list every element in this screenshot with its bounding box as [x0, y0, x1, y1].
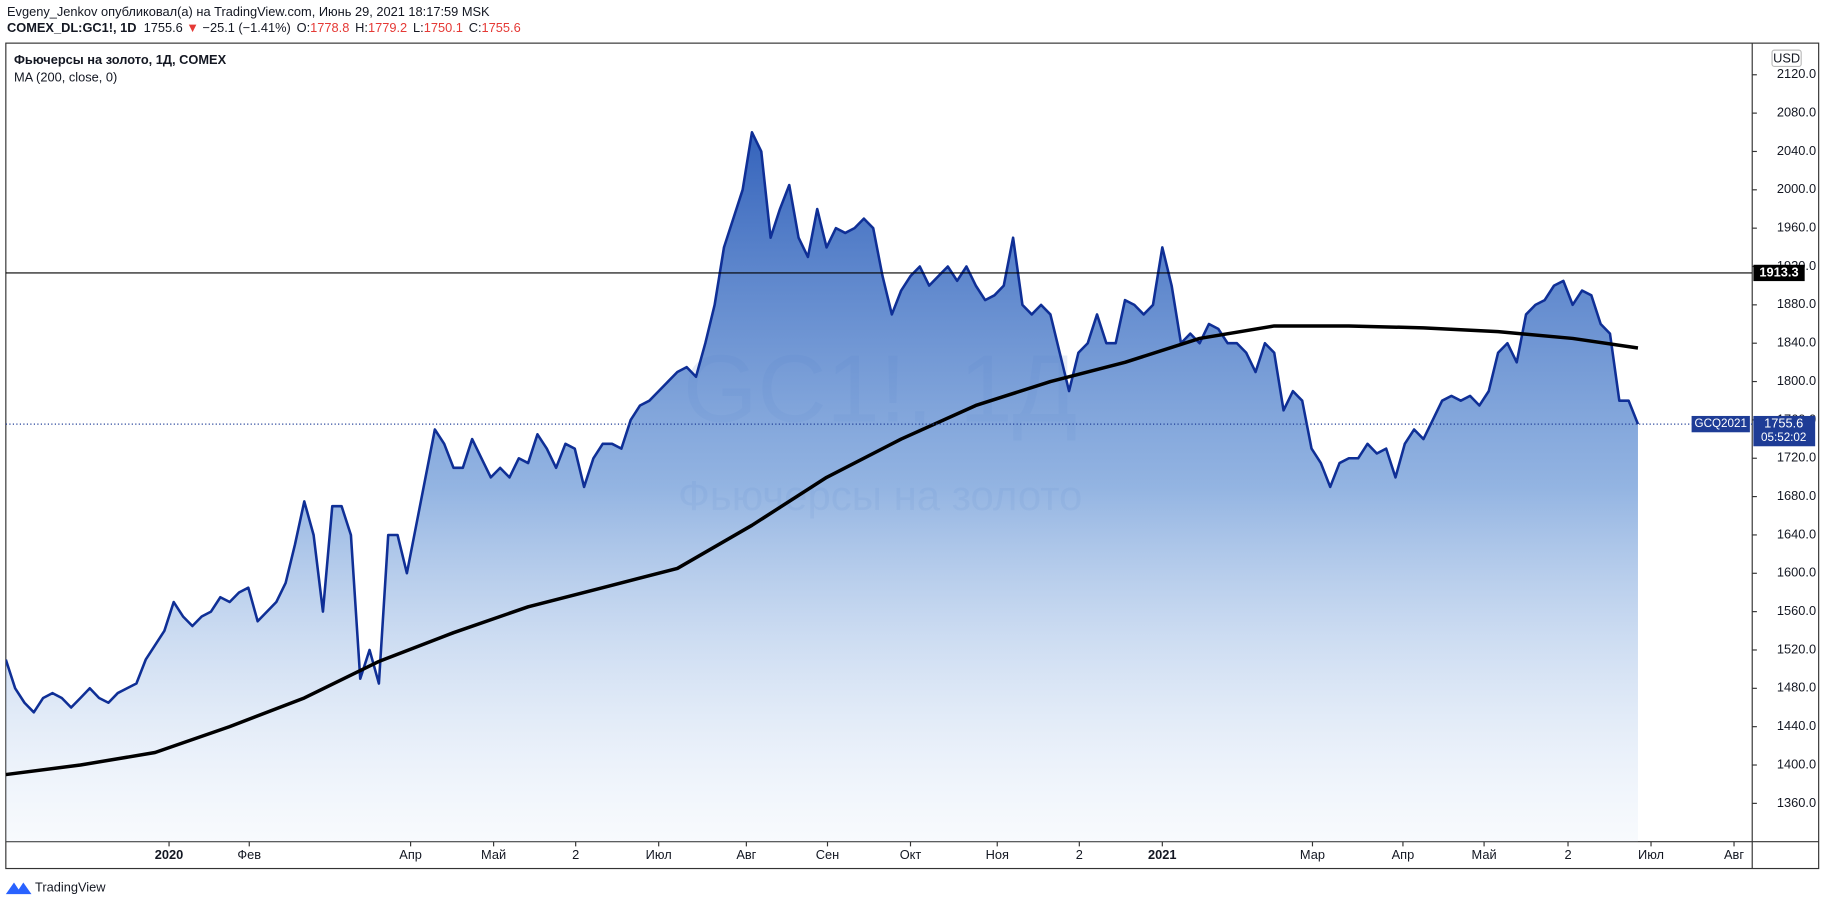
footer-logo: TradingView — [5, 880, 106, 895]
currency-badge[interactable] — [1771, 49, 1802, 68]
symbol: COMEX_DL:GC1!, 1D — [7, 21, 137, 36]
change: −25.1 (−1.41%) — [202, 21, 290, 36]
x-tick-label: Мар — [1300, 847, 1325, 862]
countdown: 05:52:02 — [1761, 431, 1806, 444]
y-tick-label: 1680.0 — [1777, 488, 1816, 503]
author-line: Evgeny_Jenkov опубликовал(а) на TradingV… — [7, 4, 490, 19]
y-tick-label: 1480.0 — [1777, 680, 1816, 695]
ohlc-label: O: — [297, 21, 311, 36]
x-tick-label: Апр — [1392, 847, 1415, 862]
y-tick-label: 1560.0 — [1777, 603, 1816, 618]
series-name-box — [1691, 415, 1750, 433]
ma-line — [5, 324, 1639, 777]
ohlc-value: 1750.1 — [424, 21, 463, 36]
x-tick-label: Сен — [816, 847, 839, 862]
hline-label: 1913.3 — [1759, 264, 1798, 279]
hline-label-box — [1753, 264, 1805, 282]
y-tick-label: 1720.0 — [1777, 450, 1816, 465]
x-tick-label: Ноя — [986, 847, 1009, 862]
area-fill — [5, 132, 1638, 842]
x-tick-label: 2 — [1076, 847, 1083, 862]
last-price-label: 1755.6 — [1764, 416, 1803, 431]
chart-title: Фьючерсы на золото, 1Д, COMEX — [14, 52, 227, 67]
y-tick-label: 1880.0 — [1777, 296, 1816, 311]
y-tick-label: 1400.0 — [1777, 756, 1816, 771]
y-tick-label: 1440.0 — [1777, 718, 1816, 733]
last-price-box — [1753, 415, 1816, 447]
x-tick-label: 2020 — [155, 847, 184, 862]
x-tick-label: Апр — [399, 847, 422, 862]
series-group — [5, 131, 1640, 842]
price-line — [5, 131, 1640, 714]
x-tick-label: Окт — [900, 847, 922, 862]
ohlc-label: C: — [469, 21, 482, 36]
y-tick-label: 1360.0 — [1777, 795, 1816, 810]
y-tick-label: 2000.0 — [1777, 181, 1816, 196]
ohlc-value: 1779.2 — [368, 21, 407, 36]
x-tick-label: Июл — [1638, 847, 1664, 862]
series-name: GCQ2021 — [1695, 417, 1747, 430]
ohlc-value: 1778.8 — [310, 21, 349, 36]
x-tick-label: 2021 — [1148, 847, 1177, 862]
y-tick-label: 1840.0 — [1777, 335, 1816, 350]
y-tick-label: 1640.0 — [1777, 526, 1816, 541]
brand: TradingView — [35, 880, 106, 895]
x-tick-label: Авг — [736, 847, 756, 862]
x-tick-label: Июл — [646, 847, 672, 862]
x-tick-label: 2 — [572, 847, 579, 862]
x-tick-label: Май — [481, 847, 506, 862]
y-tick-label: 2080.0 — [1777, 105, 1816, 120]
legend-entry: MA (200, close, 0) — [14, 69, 117, 84]
x-tick-label: Фев — [237, 847, 261, 862]
x-tick-label: 2 — [1564, 847, 1571, 862]
logo-icon — [5, 882, 32, 895]
chart-frame — [5, 42, 1820, 870]
ohlc-label: H: — [355, 21, 368, 36]
y-tick-label: 1800.0 — [1777, 373, 1816, 388]
y-tick-label: 2120.0 — [1777, 66, 1816, 81]
y-tick-label: 1960.0 — [1777, 220, 1816, 235]
x-tick-label: Авг — [1724, 847, 1744, 862]
plot: GC1!, 1ДФьючерсы на золото1360.01400.014… — [5, 66, 1816, 862]
overlay: Фьючерсы на золото, 1Д, COMEX MA (200, c… — [14, 49, 1802, 84]
ohlc-label: L: — [413, 21, 424, 36]
quote-line: COMEX_DL:GC1!, 1D 1755.6 ▼ −25.1 (−1.41%) O:… — [7, 21, 521, 36]
y-tick-label: 1600.0 — [1777, 565, 1816, 580]
arrow: ▼ — [186, 21, 199, 36]
x-tick-label: Май — [1472, 847, 1497, 862]
currency: USD — [1773, 50, 1800, 65]
ohlc-value: 1755.6 — [482, 21, 521, 36]
y-tick-label: 1520.0 — [1777, 641, 1816, 656]
y-tick-label: 2040.0 — [1777, 143, 1816, 158]
last: 1755.6 — [144, 21, 183, 36]
